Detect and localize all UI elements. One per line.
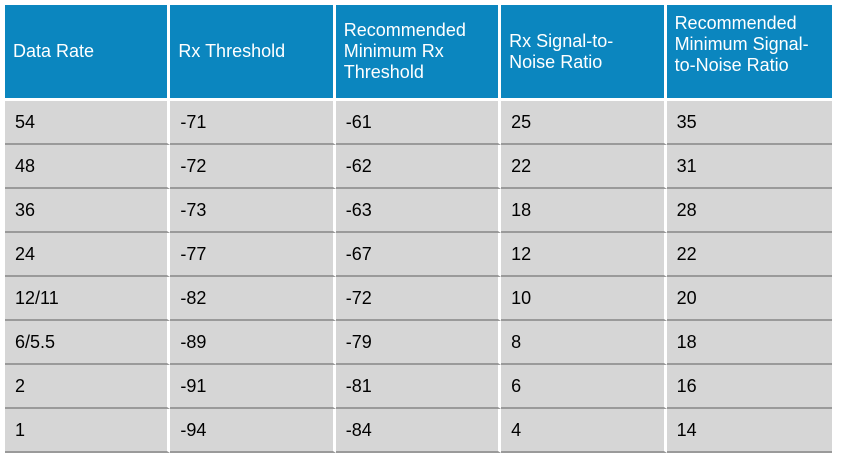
table-body: 54 -71 -61 25 35 48 -72 -62 22 31 36 -73 -63 18 28 24 -7… xyxy=(5,101,832,453)
table-row: 6/5.5 -89 -79 8 18 xyxy=(5,321,832,365)
table-cell: 24 xyxy=(5,233,171,277)
header-row: Data Rate Rx Threshold Recommended Minimum… xyxy=(5,5,832,101)
header-cell: Recommended Minimum Rx Threshold xyxy=(335,5,502,101)
table-cell: 20 xyxy=(666,277,832,321)
table-cell: 6/5.5 xyxy=(5,321,171,365)
table-cell: 14 xyxy=(666,409,832,453)
table-cell: -89 xyxy=(170,321,336,365)
table-cell: 16 xyxy=(666,365,832,409)
table-row: 12/11 -82 -72 10 20 xyxy=(5,277,832,321)
table-cell: 25 xyxy=(501,101,667,145)
table-cell: 10 xyxy=(501,277,667,321)
table-cell: -72 xyxy=(335,277,502,321)
table-row: 54 -71 -61 25 35 xyxy=(5,101,832,145)
table-cell: 18 xyxy=(666,321,832,365)
table-cell: -77 xyxy=(170,233,336,277)
table-cell: -73 xyxy=(170,189,336,233)
table-cell: 48 xyxy=(5,145,171,189)
table-cell: 1 xyxy=(5,409,171,453)
table-cell: 22 xyxy=(666,233,832,277)
table-container: Data Rate Rx Threshold Recommended Minimum… xyxy=(5,5,832,453)
table-cell: -84 xyxy=(335,409,502,453)
table-cell: -82 xyxy=(170,277,336,321)
table-row: 24 -77 -67 12 22 xyxy=(5,233,832,277)
table-row: 1 -94 -84 4 14 xyxy=(5,409,832,453)
table-cell: 18 xyxy=(501,189,667,233)
header-cell: Rx Signal-to-Noise Ratio xyxy=(501,5,667,101)
table-cell: -62 xyxy=(335,145,502,189)
table-cell: -72 xyxy=(170,145,336,189)
table-cell: 36 xyxy=(5,189,171,233)
table-cell: -61 xyxy=(335,101,502,145)
table-row: 48 -72 -62 22 31 xyxy=(5,145,832,189)
table-cell: 28 xyxy=(666,189,832,233)
data-table: Data Rate Rx Threshold Recommended Minimum… xyxy=(5,5,832,453)
table-cell: 6 xyxy=(501,365,667,409)
table-cell: -63 xyxy=(335,189,502,233)
table-cell: -71 xyxy=(170,101,336,145)
header-cell: Rx Threshold xyxy=(170,5,336,101)
table-cell: 12/11 xyxy=(5,277,171,321)
table-cell: 8 xyxy=(501,321,667,365)
table-cell: 35 xyxy=(666,101,832,145)
table-cell: -94 xyxy=(170,409,336,453)
table-cell: -67 xyxy=(335,233,502,277)
table-cell: 2 xyxy=(5,365,171,409)
table-cell: 12 xyxy=(501,233,667,277)
header-cell: Data Rate xyxy=(5,5,171,101)
table-cell: -79 xyxy=(335,321,502,365)
table-row: 2 -91 -81 6 16 xyxy=(5,365,832,409)
table-cell: 22 xyxy=(501,145,667,189)
table-cell: 4 xyxy=(501,409,667,453)
table-cell: 31 xyxy=(666,145,832,189)
header-cell: Recommended Minimum Signal-to-Noise Rati… xyxy=(666,5,832,101)
table-cell: -91 xyxy=(170,365,336,409)
table-row: 36 -73 -63 18 28 xyxy=(5,189,832,233)
table-cell: -81 xyxy=(335,365,502,409)
table-cell: 54 xyxy=(5,101,171,145)
